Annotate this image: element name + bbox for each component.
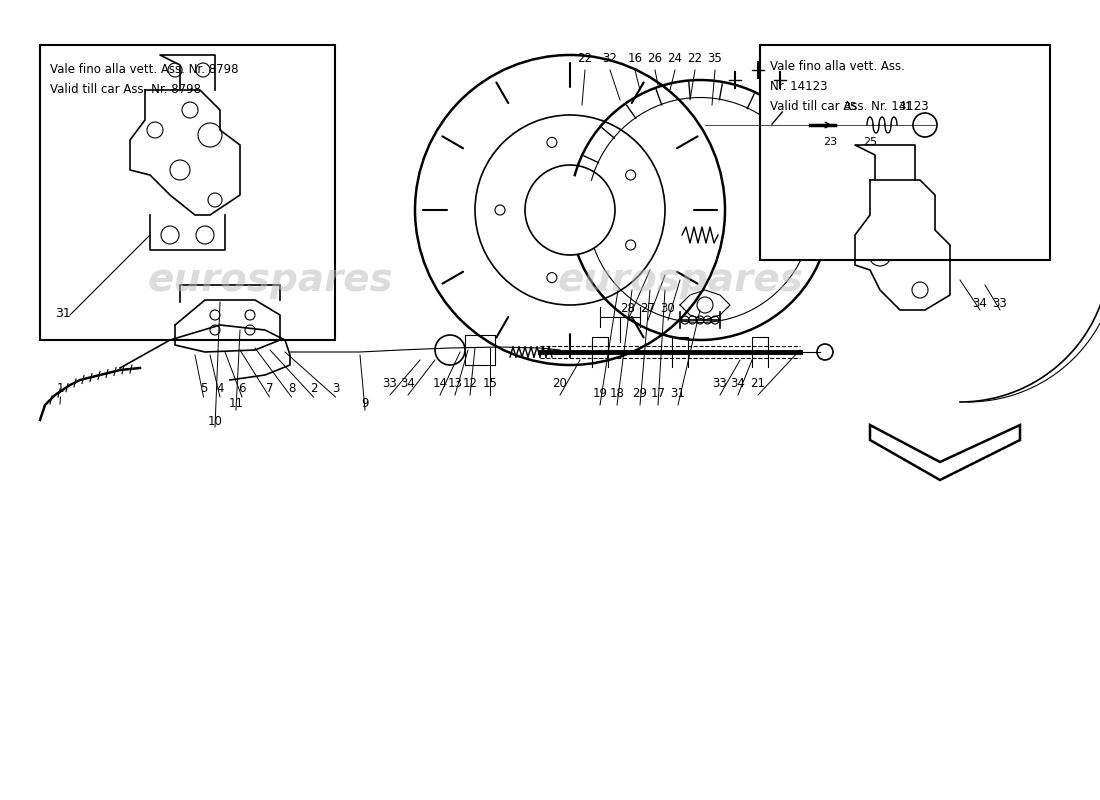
Text: 17: 17: [650, 387, 666, 400]
Text: 1: 1: [57, 382, 64, 395]
Text: 34: 34: [730, 377, 746, 390]
Text: 5: 5: [200, 382, 207, 395]
Text: 18: 18: [609, 387, 625, 400]
Text: 3: 3: [332, 382, 339, 395]
Text: 35: 35: [707, 52, 723, 65]
Text: 33: 33: [383, 377, 397, 390]
Text: 30: 30: [661, 302, 675, 315]
Text: 14: 14: [432, 377, 448, 390]
Text: 6: 6: [239, 382, 245, 395]
Text: 21: 21: [750, 377, 766, 390]
Text: eurospares: eurospares: [557, 261, 803, 299]
Text: 20: 20: [552, 377, 568, 390]
Text: 12: 12: [462, 377, 477, 390]
Text: 33: 33: [992, 297, 1008, 310]
Text: Nr. 14123: Nr. 14123: [770, 80, 827, 93]
Text: 15: 15: [483, 377, 497, 390]
Text: 24: 24: [668, 52, 682, 65]
Text: 32: 32: [603, 52, 617, 65]
Text: 34: 34: [400, 377, 416, 390]
Text: Vale fino alla vett. Ass. Nr. 8798: Vale fino alla vett. Ass. Nr. 8798: [50, 63, 239, 76]
Text: 26: 26: [648, 52, 662, 65]
Text: 16: 16: [627, 52, 642, 65]
Text: 31: 31: [898, 102, 912, 112]
Text: 9: 9: [361, 397, 368, 410]
Bar: [760, 45, 1050, 260]
Text: 4: 4: [217, 382, 223, 395]
Text: eurospares: eurospares: [147, 261, 393, 299]
Text: 8: 8: [288, 382, 295, 395]
Text: Vale fino alla vett. Ass.: Vale fino alla vett. Ass.: [770, 60, 905, 73]
Text: 19: 19: [593, 387, 607, 400]
Text: 22: 22: [688, 52, 703, 65]
Text: 22: 22: [578, 52, 593, 65]
Text: Valid till car Ass. Nr. 8798: Valid till car Ass. Nr. 8798: [50, 83, 201, 96]
Text: 13: 13: [448, 377, 462, 390]
Text: 34: 34: [972, 297, 988, 310]
Polygon shape: [870, 425, 1020, 480]
Text: 29: 29: [632, 387, 648, 400]
Text: 33: 33: [713, 377, 727, 390]
Text: 2: 2: [310, 382, 317, 395]
Text: 11: 11: [229, 397, 243, 410]
Text: Valid till car Ass. Nr. 14123: Valid till car Ass. Nr. 14123: [770, 100, 928, 113]
Bar: [40, 45, 336, 340]
Text: 31: 31: [55, 307, 70, 320]
Text: 27: 27: [640, 302, 656, 315]
Text: 23: 23: [823, 137, 837, 147]
Text: 28: 28: [620, 302, 636, 315]
Text: 31: 31: [671, 387, 685, 400]
Text: 35: 35: [843, 102, 857, 112]
Text: 10: 10: [208, 415, 222, 428]
Text: 25: 25: [862, 137, 877, 147]
Text: 7: 7: [266, 382, 273, 395]
